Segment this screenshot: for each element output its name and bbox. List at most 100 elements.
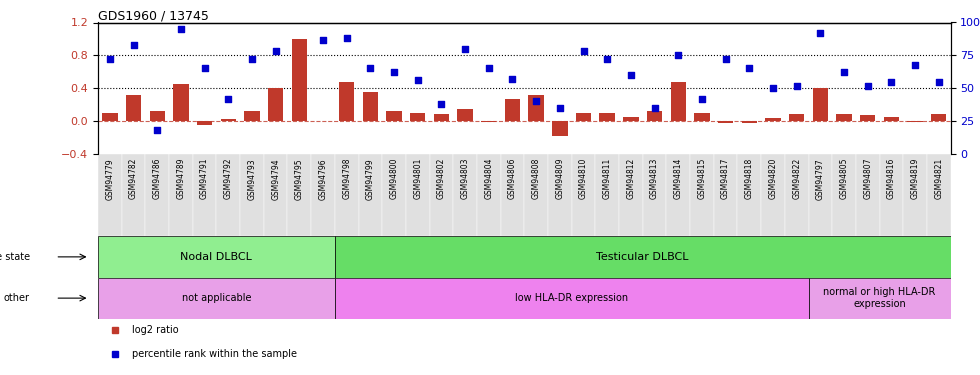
Text: GSM94793: GSM94793 — [247, 158, 257, 200]
Point — [268, 48, 283, 54]
Bar — [339, 82, 355, 121]
Text: GSM94789: GSM94789 — [176, 158, 185, 200]
Point — [907, 62, 923, 68]
Bar — [524, 154, 548, 236]
Text: GSM94818: GSM94818 — [745, 158, 754, 199]
Bar — [292, 39, 307, 121]
Point — [173, 26, 189, 32]
Bar — [666, 154, 690, 236]
Bar — [173, 84, 188, 121]
Bar — [718, 121, 733, 123]
Bar — [98, 154, 122, 236]
Bar — [193, 154, 217, 236]
Bar — [150, 111, 165, 121]
Point — [600, 56, 615, 62]
Bar — [548, 154, 571, 236]
Text: Nodal DLBCL: Nodal DLBCL — [180, 252, 253, 262]
Point — [717, 56, 733, 62]
Text: GSM94797: GSM94797 — [815, 158, 825, 200]
Text: GSM94794: GSM94794 — [271, 158, 280, 200]
Point — [339, 35, 355, 41]
Text: GSM94810: GSM94810 — [579, 158, 588, 199]
Text: GSM94819: GSM94819 — [910, 158, 919, 199]
Text: GSM94796: GSM94796 — [318, 158, 327, 200]
Bar — [458, 110, 472, 121]
Point — [859, 82, 875, 88]
Point — [505, 76, 520, 82]
Point — [386, 69, 402, 75]
Bar — [429, 154, 453, 236]
Text: GSM94815: GSM94815 — [698, 158, 707, 199]
Bar — [738, 154, 761, 236]
Text: other: other — [4, 293, 29, 303]
Bar — [244, 111, 260, 121]
Bar — [240, 154, 264, 236]
Point — [410, 77, 425, 83]
Text: disease state: disease state — [0, 252, 29, 262]
Text: GSM94806: GSM94806 — [508, 158, 517, 200]
Bar — [576, 113, 591, 121]
Text: GSM94779: GSM94779 — [105, 158, 115, 200]
Bar — [880, 154, 904, 236]
Text: GSM94798: GSM94798 — [342, 158, 351, 200]
Bar — [406, 154, 429, 236]
Point — [765, 85, 781, 91]
Text: log2 ratio: log2 ratio — [132, 325, 178, 335]
Bar — [623, 117, 639, 121]
Text: GSM94811: GSM94811 — [603, 158, 612, 199]
Bar — [713, 154, 737, 236]
Text: GSM94801: GSM94801 — [414, 158, 422, 199]
Point — [670, 53, 686, 58]
Point — [647, 105, 662, 111]
Bar — [742, 121, 757, 123]
Text: GSM94782: GSM94782 — [129, 158, 138, 199]
Text: GSM94820: GSM94820 — [768, 158, 777, 199]
Bar — [98, 278, 335, 319]
Bar — [102, 113, 118, 121]
Bar — [264, 154, 287, 236]
Bar — [694, 113, 710, 121]
Bar — [145, 154, 169, 236]
Text: GSM94807: GSM94807 — [863, 158, 872, 200]
Text: GSM94813: GSM94813 — [650, 158, 660, 199]
Point — [316, 37, 331, 43]
Bar — [505, 99, 520, 121]
Text: Testicular DLBCL: Testicular DLBCL — [597, 252, 689, 262]
Text: GSM94821: GSM94821 — [934, 158, 944, 199]
Text: GSM94817: GSM94817 — [721, 158, 730, 199]
Bar — [197, 121, 213, 125]
Text: GSM94792: GSM94792 — [223, 158, 233, 200]
Bar — [856, 154, 880, 236]
Bar — [454, 154, 477, 236]
Text: GSM94786: GSM94786 — [153, 158, 162, 200]
Point — [742, 65, 758, 71]
Bar — [477, 154, 501, 236]
Bar — [619, 154, 643, 236]
Bar — [927, 154, 951, 236]
Point — [623, 72, 639, 78]
Point — [552, 105, 567, 111]
Point — [528, 98, 544, 104]
Point — [125, 42, 141, 48]
Bar — [647, 111, 662, 121]
Bar — [220, 119, 236, 121]
Text: low HLA-DR expression: low HLA-DR expression — [515, 293, 628, 303]
Bar — [765, 118, 781, 121]
Text: normal or high HLA-DR
expression: normal or high HLA-DR expression — [823, 287, 936, 309]
Text: GSM94805: GSM94805 — [840, 158, 849, 200]
Bar — [335, 154, 359, 236]
Bar — [571, 154, 596, 236]
Bar — [884, 117, 899, 121]
Point — [149, 127, 165, 133]
Point — [102, 56, 118, 62]
Bar — [832, 154, 856, 236]
Text: GSM94809: GSM94809 — [556, 158, 564, 200]
Bar — [268, 88, 283, 121]
Bar — [904, 154, 927, 236]
Bar — [217, 154, 240, 236]
Point — [197, 65, 213, 71]
Text: GSM94808: GSM94808 — [531, 158, 541, 199]
Point — [789, 82, 805, 88]
Bar — [808, 154, 832, 236]
Point — [575, 48, 591, 54]
